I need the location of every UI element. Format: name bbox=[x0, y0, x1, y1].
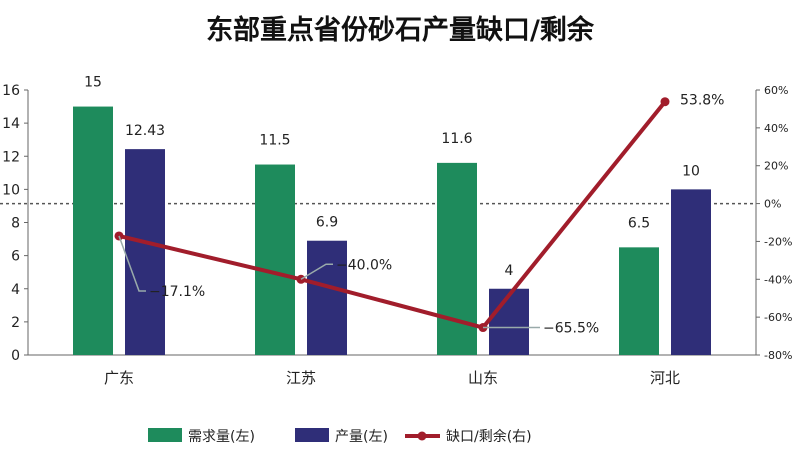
category-label: 广东 bbox=[104, 369, 134, 387]
category-label: 山东 bbox=[468, 369, 498, 387]
gap-line bbox=[118, 100, 667, 330]
gap-value-label: −65.5% bbox=[543, 321, 599, 337]
legend-marker-gap bbox=[417, 431, 427, 441]
left-tick-label: 10 bbox=[2, 182, 20, 198]
left-tick-label: 14 bbox=[2, 116, 20, 132]
bar-value-label: 4 bbox=[505, 263, 514, 279]
gap-point bbox=[660, 97, 670, 107]
bar-value-label: 12.43 bbox=[125, 123, 165, 139]
left-tick-label: 12 bbox=[2, 149, 20, 165]
category-label: 江苏 bbox=[286, 369, 316, 387]
chart-title: 东部重点省份砂石产量缺口/剩余 bbox=[206, 15, 594, 46]
right-tick-label: -60% bbox=[764, 311, 792, 324]
right-tick-label: 20% bbox=[764, 160, 788, 173]
legend-label-production: 产量(左) bbox=[335, 429, 388, 445]
bar-demand bbox=[73, 106, 113, 355]
bar-production bbox=[125, 149, 165, 355]
bar-value-label: 15 bbox=[84, 75, 102, 91]
legend-label-demand: 需求量(左) bbox=[188, 429, 255, 445]
gap-value-label: −40.0% bbox=[336, 257, 392, 273]
bar-production bbox=[307, 240, 347, 355]
leader-line bbox=[118, 235, 146, 292]
right-tick-label: -80% bbox=[764, 349, 792, 362]
right-tick-label: 40% bbox=[764, 122, 788, 135]
bar-value-label: 6.5 bbox=[628, 215, 650, 231]
legend-label-gap: 缺口/剩余(右) bbox=[446, 428, 532, 445]
left-tick-label: 0 bbox=[11, 348, 20, 364]
bar-value-label: 11.5 bbox=[259, 133, 290, 149]
left-tick-label: 2 bbox=[11, 315, 20, 331]
gap-value-label: −17.1% bbox=[149, 284, 205, 300]
bar-production bbox=[489, 288, 529, 355]
bar-value-label: 6.9 bbox=[316, 215, 338, 231]
left-tick-label: 16 bbox=[2, 83, 20, 99]
category-label: 河北 bbox=[650, 369, 680, 387]
bar-demand bbox=[619, 247, 659, 355]
legend-swatch-production bbox=[295, 428, 329, 442]
leader-line bbox=[300, 263, 333, 280]
left-tick-label: 8 bbox=[11, 216, 20, 232]
gap-value-label: 53.8% bbox=[680, 93, 724, 109]
left-tick-label: 6 bbox=[11, 249, 20, 265]
bar-value-label: 10 bbox=[682, 163, 700, 179]
right-tick-label: 0% bbox=[764, 198, 781, 211]
right-tick-label: 60% bbox=[764, 84, 788, 97]
bar-production bbox=[671, 189, 711, 355]
bar-demand bbox=[255, 164, 295, 355]
right-tick-label: -20% bbox=[764, 235, 792, 248]
right-tick-label: -40% bbox=[764, 273, 792, 286]
legend-swatch-demand bbox=[148, 428, 182, 442]
left-tick-label: 4 bbox=[11, 282, 20, 298]
bar-value-label: 11.6 bbox=[441, 131, 472, 147]
